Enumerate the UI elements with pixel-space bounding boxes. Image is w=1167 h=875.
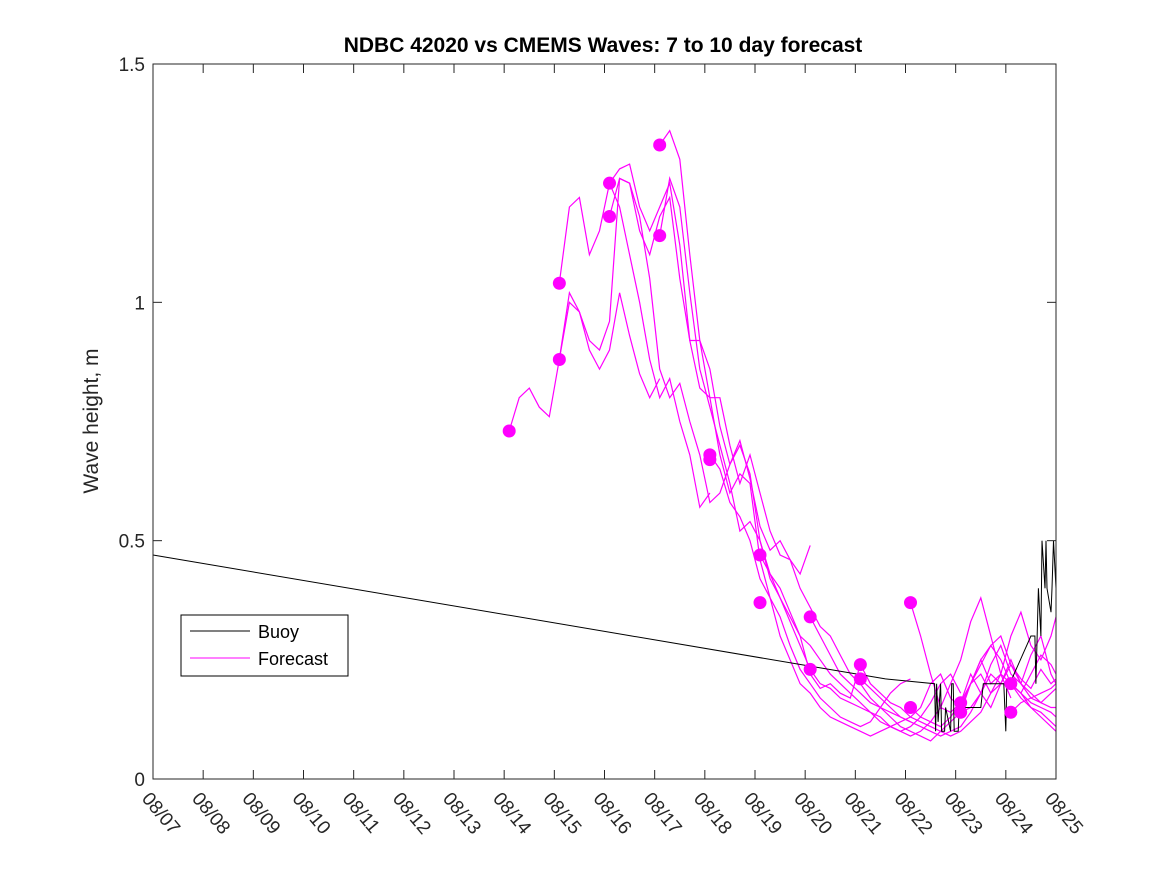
y-axis-label: Wave height, m	[80, 348, 103, 493]
forecast-start-marker	[1004, 705, 1018, 719]
forecast-line-12	[859, 634, 1057, 737]
forecast-start-marker	[904, 596, 918, 610]
forecast-start-marker	[552, 353, 566, 367]
forecast-line-6	[659, 129, 911, 723]
forecast-line-4	[609, 163, 861, 699]
forecast-start-marker	[803, 610, 817, 624]
legend-buoy-label: Buoy	[258, 622, 299, 642]
buoy-line	[152, 540, 1057, 732]
legend-box	[180, 614, 349, 677]
forecast-line-17	[1010, 683, 1057, 718]
forecast-start-marker	[603, 176, 617, 190]
forecast-start-marker	[753, 596, 767, 610]
y-tick-label: 1	[134, 293, 145, 314]
forecast-start-marker	[853, 658, 867, 672]
forecast-start-marker	[502, 424, 516, 438]
forecast-start-marker	[552, 276, 566, 290]
legend-forecast-label: Forecast	[258, 649, 328, 669]
y-tick-label: 0.5	[119, 532, 145, 553]
forecast-start-marker	[653, 229, 667, 243]
forecast-start-marker	[954, 696, 968, 710]
y-tick-label: 0	[134, 770, 145, 791]
forecast-line-1	[508, 290, 661, 432]
forecast-start-marker	[803, 662, 817, 676]
forecast-start-marker	[954, 705, 968, 719]
legend: Buoy Forecast	[180, 614, 349, 677]
forecast-start-marker	[853, 672, 867, 686]
forecast-line-2	[558, 181, 711, 509]
forecast-start-marker	[603, 210, 617, 224]
forecast-line-13	[909, 596, 1057, 732]
forecast-start-marker	[653, 138, 667, 152]
forecast-start-marker	[753, 548, 767, 562]
forecast-line-18	[1010, 683, 1057, 713]
y-tick-label: 1.5	[119, 55, 145, 76]
forecast-start-marker	[703, 453, 717, 467]
forecast-start-marker	[904, 701, 918, 714]
forecast-line-3	[558, 177, 811, 576]
forecast-start-marker	[1004, 677, 1018, 691]
forecast-line-11	[859, 610, 1057, 737]
chart-title: NDBC 42020 vs CMEMS Waves: 7 to 10 day f…	[344, 34, 863, 57]
